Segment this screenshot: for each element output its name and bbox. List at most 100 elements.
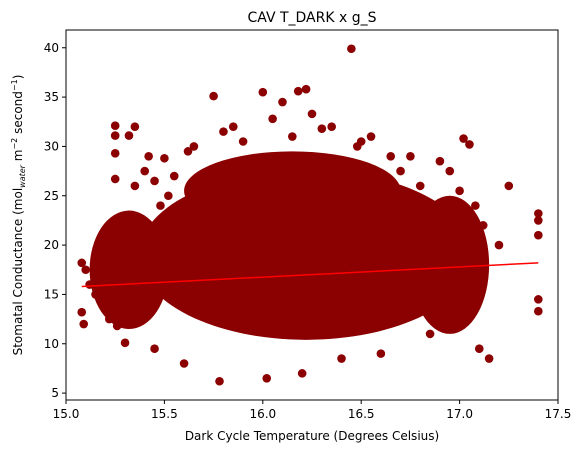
x-tick-label: 15.5 [151,407,178,421]
x-tick-label: 16.0 [249,407,276,421]
regression-line [81,262,539,288]
scatter-point [534,295,543,304]
scatter-point [110,131,120,140]
scatter-point [455,186,464,196]
x-axis-label: Dark Cycle Temperature (Degrees Celsius) [185,429,439,443]
scatter-point [110,174,120,184]
scatter-point [317,124,327,133]
scatter-point [278,97,287,107]
y-tick-label: 35 [44,90,59,104]
x-tick-label: 15.0 [53,407,80,421]
y-tick-label: 30 [44,139,59,153]
scatter-point [347,44,356,54]
scatter-point [425,329,435,339]
scatter-point [85,280,94,289]
scatter-point [238,137,248,146]
scatter-point [248,161,258,171]
scatter-point [484,354,494,363]
scatter-point [179,359,189,368]
scatter-point [124,131,134,140]
scatter-point [164,191,173,201]
scatter-cloud-right [410,195,490,334]
scatter-point [534,306,543,316]
scatter-point [215,376,224,386]
y-axis-label: Stomatal Conductance (molwater m−2 secon… [10,75,27,356]
scatter-point [91,290,100,299]
scatter-point [415,181,425,191]
x-tick-label: 16.5 [348,407,375,421]
scatter-point [169,171,179,181]
scatter-point [219,127,228,136]
scatter-point [150,344,159,353]
scatter-point [301,84,311,94]
scatter-point [459,134,468,143]
scatter-point [406,151,415,161]
scatter-cloud-top [184,151,401,231]
y-tick-label: 25 [44,189,59,203]
scatter-point [435,156,445,166]
scatter-point [478,221,488,230]
scatter-point [534,216,543,225]
scatter-point [360,161,370,171]
y-tick-label: 20 [44,238,59,252]
x-axis: 15.0 15.5 16.0 16.5 17.0 17.5 [53,400,572,421]
scatter-point [262,373,272,383]
scatter-point [356,137,366,146]
scatter-point [445,166,455,176]
scatter-point [156,201,165,210]
scatter-point [144,151,153,161]
scatter-point [228,122,238,131]
scatter-point [268,114,277,124]
scatter-point [307,109,317,119]
scatter-point [183,147,193,156]
scatter-point [160,153,169,163]
scatter-point [130,122,140,131]
scatter-point [209,91,218,101]
scatter-point [474,344,484,353]
y-tick-label: 5 [51,386,59,400]
scatter-point [504,181,514,191]
scatter-point [136,216,146,225]
scatter-point [104,314,114,324]
scatter-point [79,319,89,329]
scatter-point [327,122,336,131]
y-tick-label: 15 [44,287,59,301]
scatter-point [288,132,297,141]
scatter-point [150,176,159,186]
scatter-point [77,307,87,317]
scatter-point [140,166,150,176]
scatter-point [494,240,504,250]
scatter-point [101,260,110,270]
scatter-point [366,132,376,141]
scatter-point [337,354,346,363]
regression-line-path [81,262,539,288]
scatter-point [77,258,87,268]
scatter-point [376,349,386,358]
chart-title: CAV T_DARK x g_S [247,10,376,26]
scatter-point [116,235,126,245]
scatter-point [199,191,209,201]
scatter-point [534,230,543,240]
scatter-point [189,142,199,151]
x-tick-label: 17.5 [545,407,572,421]
x-tick-label: 17.0 [446,407,473,421]
scatter-point [534,209,543,218]
scatter-point [471,201,480,210]
scatter-point [81,265,90,275]
scatter-point [293,86,303,96]
scatter-points [77,44,543,386]
scatter-point [465,140,474,149]
scatter-point [386,151,396,161]
scatter-cloud-left [89,210,169,329]
scatter-point [112,321,122,331]
scatter-point [120,338,130,348]
scatter-point [396,166,405,176]
scatter-point [110,149,120,158]
plot-frame [65,29,559,401]
scatter-point [297,369,307,378]
scatter-cloud [89,151,490,340]
scatter-point [258,87,268,97]
y-tick-label: 40 [44,41,59,55]
scatter-point [97,250,106,260]
